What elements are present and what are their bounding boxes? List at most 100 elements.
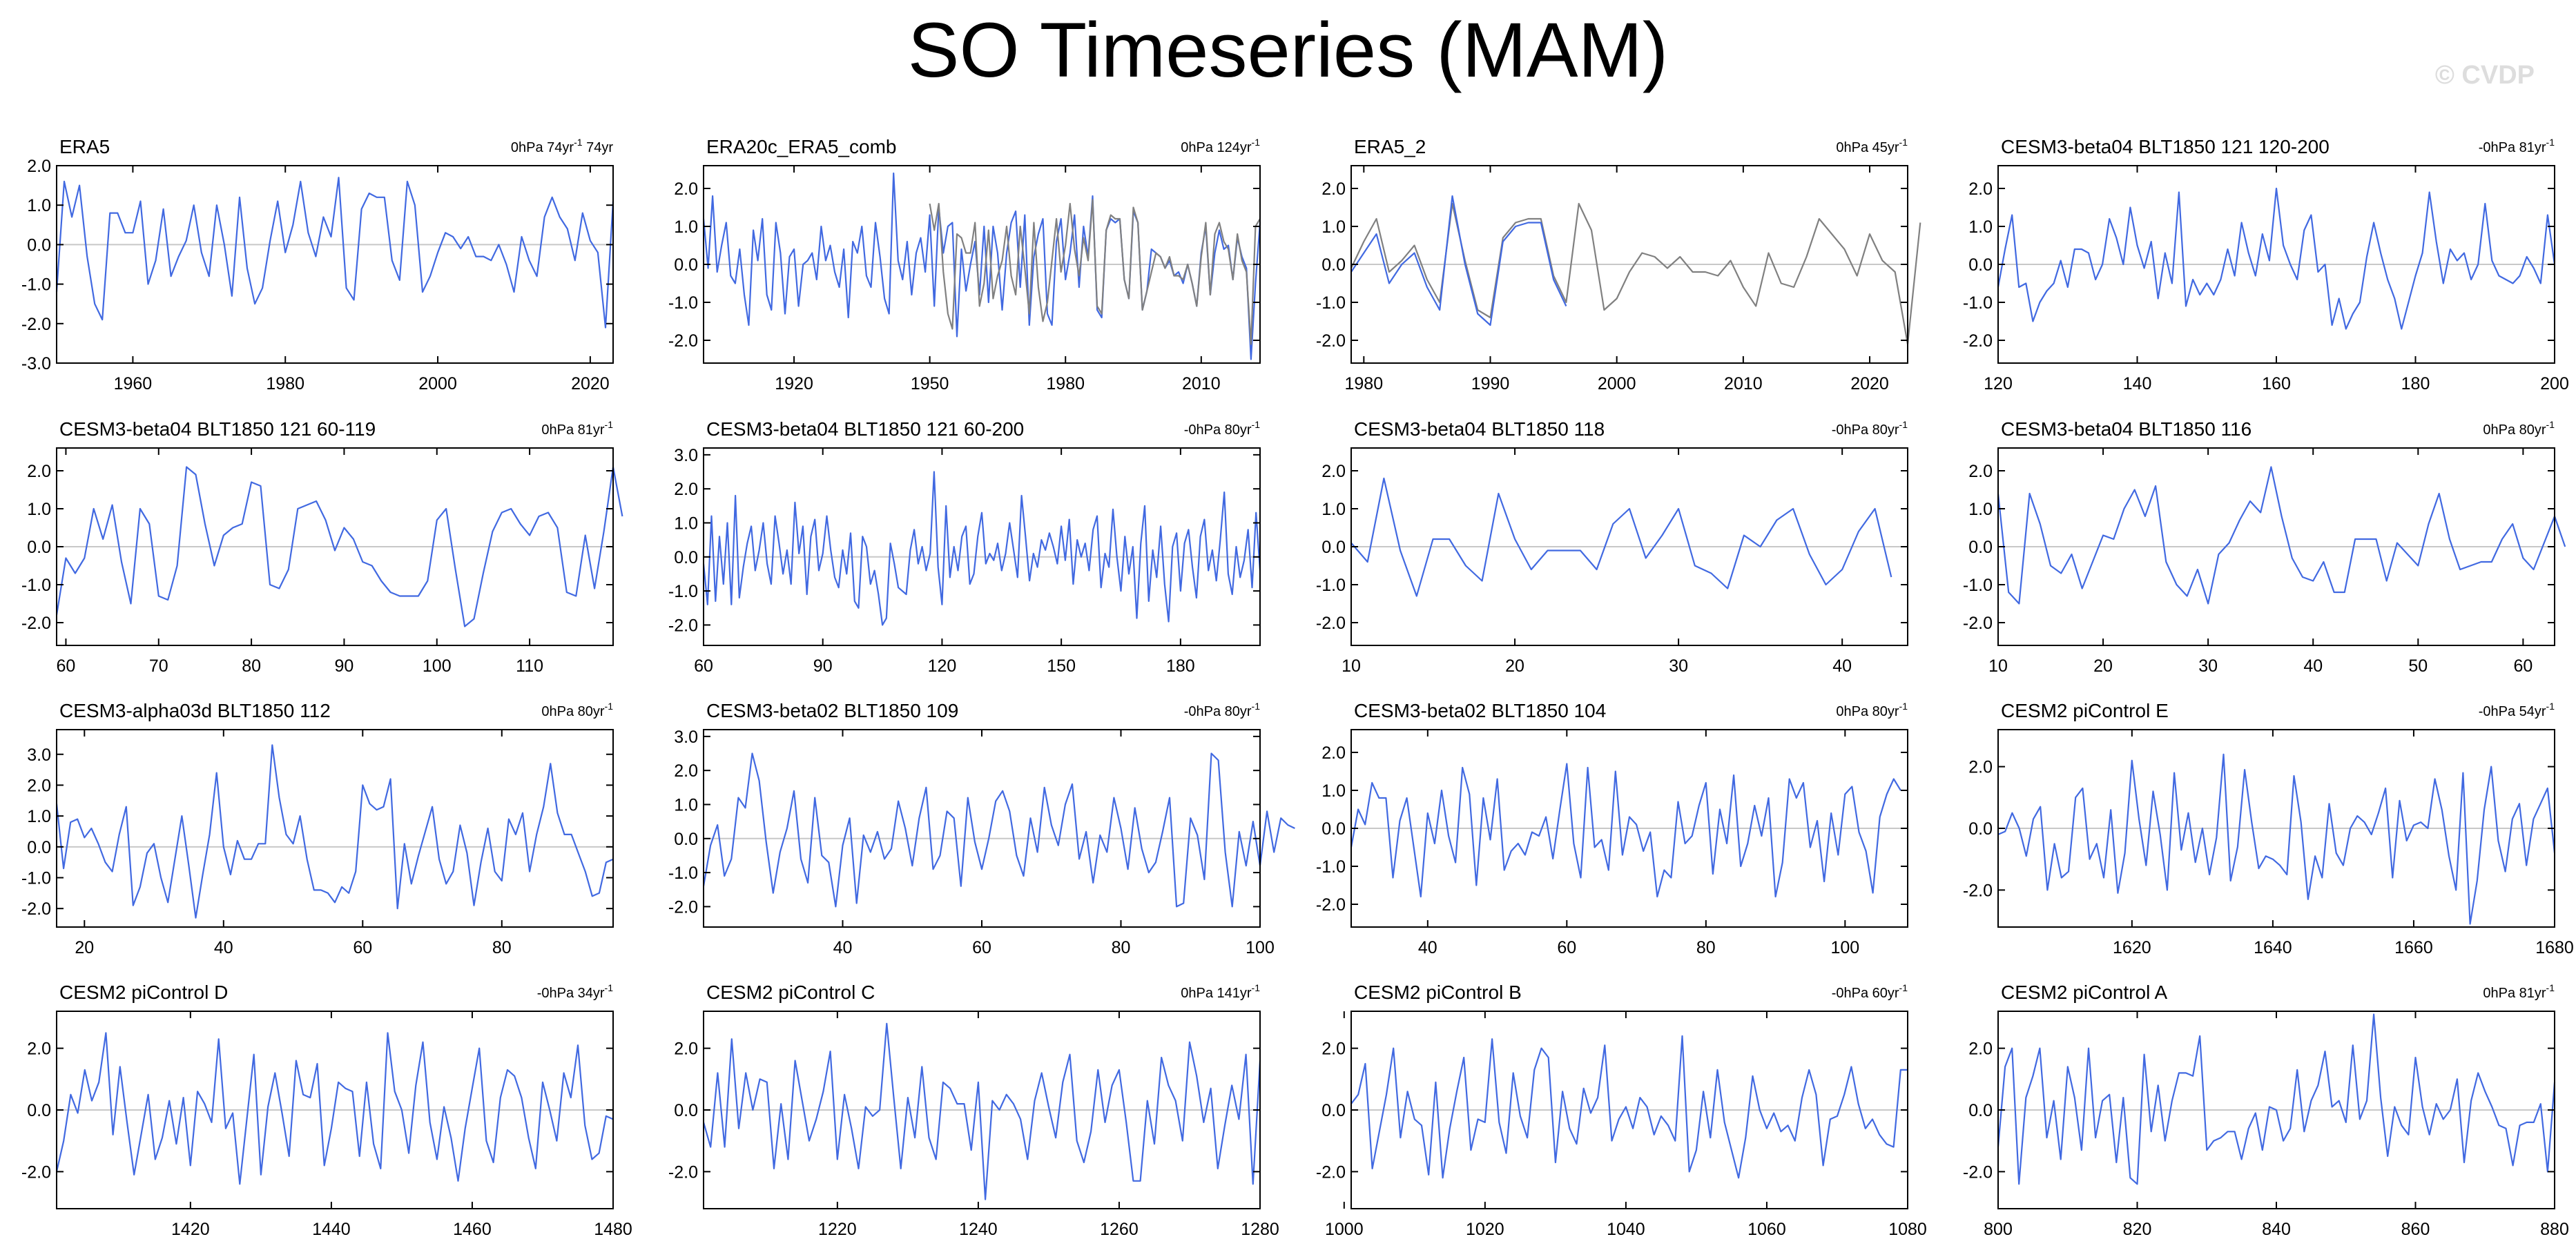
panel-stats: -0hPa 54yr-1 <box>2479 701 2555 719</box>
y-tick-label: -1.0 <box>1963 576 1993 595</box>
panel-title: CESM2 piControl C <box>706 982 875 1003</box>
y-tick-label: 1.0 <box>27 196 51 215</box>
y-tick-label: 1.0 <box>1321 500 1346 519</box>
x-tick-label: 1000 <box>1325 1220 1364 1239</box>
series-line <box>1997 753 2556 925</box>
y-tick-label: -2.0 <box>21 899 51 919</box>
x-tick-label: 820 <box>2123 1220 2152 1239</box>
x-tick-label: 40 <box>1418 938 1437 957</box>
x-tick-label: 1260 <box>1100 1220 1139 1239</box>
x-tick-label: 10 <box>1342 656 1361 676</box>
x-tick-label: 90 <box>813 656 833 676</box>
y-tick-label: 0.0 <box>1968 255 1993 275</box>
y-tick-label: -3.0 <box>21 354 51 373</box>
y-tick-label: 0.0 <box>1968 1101 1993 1120</box>
x-tick-label: 180 <box>1166 656 1195 676</box>
y-tick-label: -2.0 <box>1316 895 1346 915</box>
y-tick-label: 0.0 <box>27 538 51 557</box>
series-line <box>55 177 614 329</box>
x-tick-label: 2000 <box>418 374 457 393</box>
chart-panel: -2.0 0.0 2.0 1000 1020 1040 1060 1080 CESM2 piCo… <box>1316 982 1927 1239</box>
y-tick-label: 2.0 <box>1968 462 1993 481</box>
y-tick-label: -2.0 <box>1963 881 1993 900</box>
y-tick-label: 0.0 <box>1321 1101 1346 1120</box>
panel-title: CESM2 piControl D <box>59 982 228 1003</box>
series-line <box>1350 477 1892 597</box>
panel-stats: 0hPa 124yr-1 <box>1181 137 1260 155</box>
x-tick-label: 110 <box>516 656 543 676</box>
x-tick-label: 100 <box>423 656 452 676</box>
x-tick-label: 860 <box>2401 1220 2430 1239</box>
y-tick-label: 3.0 <box>27 746 51 765</box>
x-tick-label: 30 <box>1669 656 1688 676</box>
y-tick-label: -2.0 <box>668 897 698 917</box>
chart-panel: -3.0 -2.0 -1.0 0.0 1.0 2.0 1960 1980 2000 2020 ERA… <box>21 136 614 393</box>
x-tick-label: 70 <box>149 656 168 676</box>
x-tick-label: 1680 <box>2535 938 2574 957</box>
panel-stats: -0hPa 80yr-1 <box>1184 419 1261 438</box>
panel-title: CESM3-beta04 BLT1850 118 <box>1354 418 1605 440</box>
y-tick-label: -1.0 <box>21 869 51 888</box>
series-line <box>1350 1035 1908 1179</box>
x-tick-label: 1280 <box>1241 1220 1279 1239</box>
chart-panel: -2.0 0.0 2.0 1420 1440 1460 1480 CESM2 piContro… <box>21 982 632 1239</box>
y-tick-label: 0.0 <box>674 255 698 275</box>
panel-title: CESM3-alpha03d BLT1850 112 <box>59 700 331 721</box>
plot-frame <box>703 447 1261 646</box>
y-tick-label: -1.0 <box>1316 857 1346 877</box>
panel-stats: 0hPa 141yr-1 <box>1181 982 1260 1001</box>
x-tick-label: 1640 <box>2254 938 2292 957</box>
x-tick-label: 1440 <box>312 1220 351 1239</box>
panel-title: CESM3-beta02 BLT1850 104 <box>1354 700 1606 721</box>
x-tick-label: 120 <box>928 656 957 676</box>
x-tick-label: 1240 <box>959 1220 998 1239</box>
series-line <box>1350 202 1921 345</box>
x-tick-label: 1960 <box>114 374 153 393</box>
chart-panel: -2.0 -1.0 0.0 1.0 2.0 10 20 30 40 50 60 CESM3-beta0… <box>1963 418 2566 676</box>
panel-stats: -0hPa 81yr-1 <box>2479 137 2555 155</box>
y-tick-label: 2.0 <box>27 157 51 176</box>
x-tick-label: 120 <box>1984 374 2013 393</box>
panel-title: ERA5_2 <box>1354 136 1426 157</box>
x-tick-label: 1080 <box>1888 1220 1927 1239</box>
x-tick-label: 20 <box>2093 656 2113 676</box>
x-tick-label: 60 <box>353 938 372 957</box>
x-tick-label: 1980 <box>1345 374 1384 393</box>
y-tick-label: 1.0 <box>27 807 51 826</box>
panel-stats: 0hPa 74yr-1 74yr <box>511 137 613 155</box>
series-line <box>55 744 614 919</box>
chart-panel: -2.0 -1.0 0.0 1.0 2.0 120 140 160 180 200 CESM3-be… <box>1963 136 2569 393</box>
y-tick-label: -2.0 <box>1316 614 1346 633</box>
panel-title: ERA5 <box>59 136 110 157</box>
y-tick-label: -2.0 <box>21 1162 51 1182</box>
y-tick-label: 3.0 <box>674 446 698 465</box>
chart-panel: -2.0 0.0 2.0 1220 1240 1260 1280 CESM2 piContro… <box>668 982 1279 1239</box>
y-tick-label: 0.0 <box>27 1101 51 1120</box>
x-tick-label: 1460 <box>453 1220 492 1239</box>
y-tick-label: 1.0 <box>1968 500 1993 519</box>
x-tick-label: 800 <box>1984 1220 2013 1239</box>
series-line <box>1997 466 2566 605</box>
y-tick-label: 2.0 <box>1321 743 1346 763</box>
x-tick-label: 2020 <box>571 374 610 393</box>
y-tick-label: 2.0 <box>1321 179 1346 199</box>
y-tick-label: -1.0 <box>1316 293 1346 313</box>
x-tick-label: 80 <box>1112 938 1131 957</box>
panel-stats: -0hPa 80yr-1 <box>1832 419 1908 438</box>
y-tick-label: -1.0 <box>668 293 698 313</box>
y-tick-label: 2.0 <box>1321 462 1346 481</box>
x-tick-label: 60 <box>972 938 991 957</box>
x-tick-label: 80 <box>242 656 261 676</box>
chart-panel: -2.0 -1.0 0.0 1.0 2.0 40 60 80 100 CESM3-beta02 B… <box>1316 700 1908 957</box>
x-tick-label: 1020 <box>1466 1220 1504 1239</box>
x-tick-label: 40 <box>214 938 233 957</box>
x-tick-label: 180 <box>2401 374 2430 393</box>
x-tick-label: 1980 <box>1046 374 1085 393</box>
chart-panel: -2.0 -1.0 0.0 1.0 2.0 3.0 40 60 80 100 CESM3-beta0… <box>668 700 1295 957</box>
y-tick-label: 1.0 <box>674 514 698 533</box>
y-tick-label: 0.0 <box>1968 538 1993 557</box>
x-tick-label: 2020 <box>1850 374 1889 393</box>
y-tick-label: 1.0 <box>1968 217 1993 237</box>
panel-title: CESM3-beta04 BLT1850 121 120-200 <box>2001 136 2330 157</box>
